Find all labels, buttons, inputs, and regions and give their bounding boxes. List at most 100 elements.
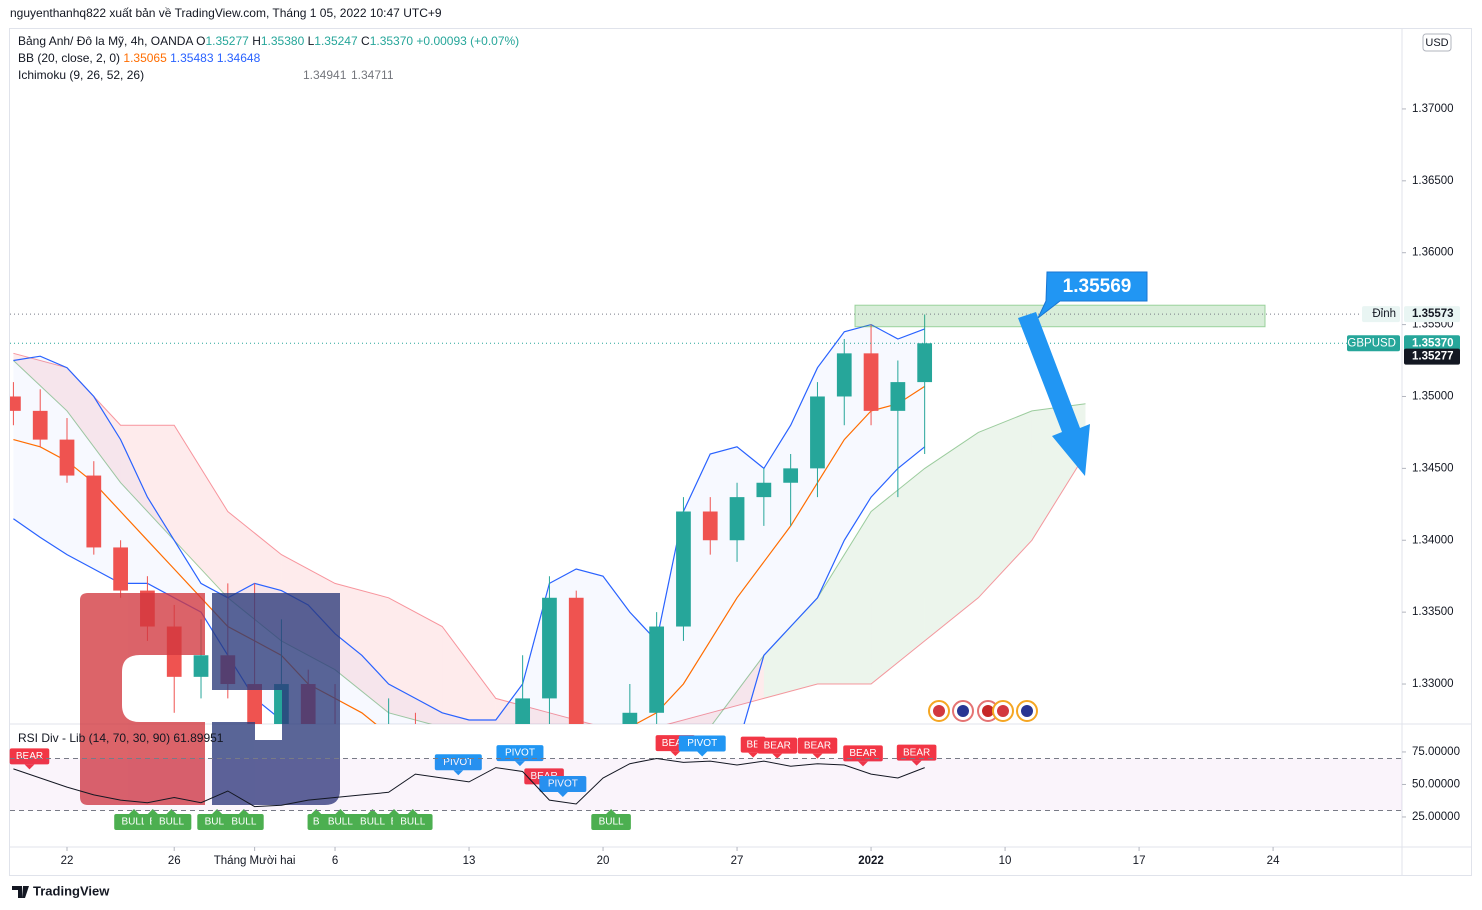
signal: BULL: [352, 809, 393, 830]
x-tick-label: 2022: [858, 855, 884, 867]
signal-label: BEAR: [849, 748, 876, 759]
signal-box: [591, 814, 631, 830]
price-name-box: [1362, 306, 1400, 323]
candle-body: [568, 597, 584, 724]
rsi-legend: RSI Div - Lib (14, 70, 30, 90) 61.89951: [18, 731, 224, 745]
price-name-box: [1347, 335, 1400, 352]
candle-body: [542, 597, 557, 699]
signal-tip: [514, 761, 525, 767]
x-tick-label: 20: [597, 855, 610, 867]
signal-tip: [212, 809, 223, 814]
signal: BULL: [151, 809, 192, 830]
signal-label: PIVOT: [687, 738, 717, 749]
candle-body: [59, 439, 75, 476]
signal-tip: [557, 792, 568, 798]
axes: 1.33000 1.33500 1.34000 1.34500 1.35000 1.355…: [61, 103, 1460, 867]
candle-body: [32, 410, 48, 440]
signal-tip: [697, 751, 708, 757]
signal-box: [352, 814, 393, 830]
signal-tip: [812, 753, 823, 759]
signal-label: BEAR: [764, 740, 791, 751]
cloud-fill: [763, 597, 818, 699]
signal: BULL: [224, 809, 264, 830]
y-tick-label: 1.33500: [1412, 606, 1454, 618]
signal-tip: [147, 809, 158, 814]
candle-body: [863, 353, 879, 411]
signal-box: [392, 814, 433, 830]
publisher: nguyenthanhq822 xuất bản về TradingView.…: [10, 6, 442, 20]
cloud-fill: [388, 597, 443, 724]
ohlc-key: L: [308, 34, 315, 48]
signal-box: [757, 737, 798, 754]
candle-body: [810, 396, 825, 469]
change: +0.00093 (+0.07%): [416, 34, 519, 48]
legend-ichimoku: Ichimoku (9, 26, 52, 26): [18, 68, 144, 82]
candle-body: [836, 353, 852, 397]
cloud-fill: [174, 425, 228, 598]
symbol: Bảng Anh/ Đô la Mỹ, 4h, OANDA: [18, 34, 193, 48]
ichimoku-value: 1.34711: [351, 68, 394, 82]
x-tick-label: 26: [168, 855, 181, 867]
signal-label: B: [313, 817, 320, 828]
signal-label: BULL: [360, 817, 385, 828]
price-label-box: [1404, 348, 1460, 365]
signal-label: BULL: [205, 817, 230, 828]
signal-box: [539, 776, 587, 793]
ohlc-key: H: [252, 34, 261, 48]
signal-tip: [407, 809, 418, 814]
signal-box: [224, 814, 264, 830]
currency: USD: [1425, 37, 1448, 49]
signal-label: PIVOT: [505, 748, 535, 759]
x-tick-label: 24: [1267, 855, 1280, 867]
signal: BEAR: [797, 737, 838, 759]
signal-label: PIVOT: [548, 779, 578, 790]
ohlc-value: 1.35370: [370, 34, 414, 48]
signal-tip: [388, 809, 399, 814]
signal-label: BEAR: [903, 747, 930, 758]
ohlc-value: 1.35247: [314, 34, 358, 48]
price-label: 1.35573: [1412, 308, 1454, 320]
signal-tip: [367, 809, 378, 814]
signal-label: BEAR: [16, 751, 43, 762]
signal-tip: [748, 752, 759, 758]
signal-tip: [858, 761, 869, 767]
callout-text: 1.35569: [1063, 276, 1132, 297]
rsi-last: 61.89951: [173, 731, 223, 745]
rsi-tick-label: 75.00000: [1412, 746, 1460, 758]
cloud-fill: [67, 367, 121, 483]
rsi-pane: [10, 757, 1402, 811]
rsi-tick-label: 25.00000: [1412, 811, 1460, 823]
signal-tip: [670, 751, 681, 757]
x-tick-label: 6: [332, 855, 338, 867]
currency-badge[interactable]: [1422, 33, 1452, 52]
y-tick-label: 1.36500: [1412, 175, 1454, 187]
signal-label: PIVOT: [443, 757, 473, 768]
down-arrow: [1018, 312, 1090, 476]
signal: PIVOT: [539, 776, 587, 798]
signal: BEAR: [843, 745, 883, 767]
callout: 1.35569: [1037, 271, 1148, 319]
candle-body: [676, 511, 691, 627]
signal-tip: [911, 760, 922, 766]
signal-label: BULL: [231, 817, 256, 828]
signal-tip: [24, 764, 35, 770]
ohlc-value: 1.35277: [205, 34, 249, 48]
signal-box: [896, 744, 937, 761]
signal-label: BULL: [159, 817, 184, 828]
signal-label: BEAR: [662, 738, 689, 749]
bb-upper: [13, 323, 925, 721]
cloud-fill: [120, 425, 175, 541]
bb-name: BB (20, close, 2, 0): [18, 51, 120, 65]
bb-middle: [13, 385, 926, 724]
signal-box: [678, 735, 726, 752]
event-flags: [928, 700, 1038, 722]
rsi-name: RSI Div - Lib (14, 70, 30, 90): [18, 731, 170, 745]
signal-box: [114, 814, 154, 830]
candle-body: [622, 712, 638, 724]
candle-body: [729, 497, 745, 541]
legend-symbol: Bảng Anh/ Đô la Mỹ, 4h, OANDA O1.35277 H…: [18, 34, 519, 48]
cloud-fill: [710, 655, 764, 724]
x-tick-label: Tháng Mười hai: [214, 855, 296, 867]
candle-body: [756, 482, 772, 498]
